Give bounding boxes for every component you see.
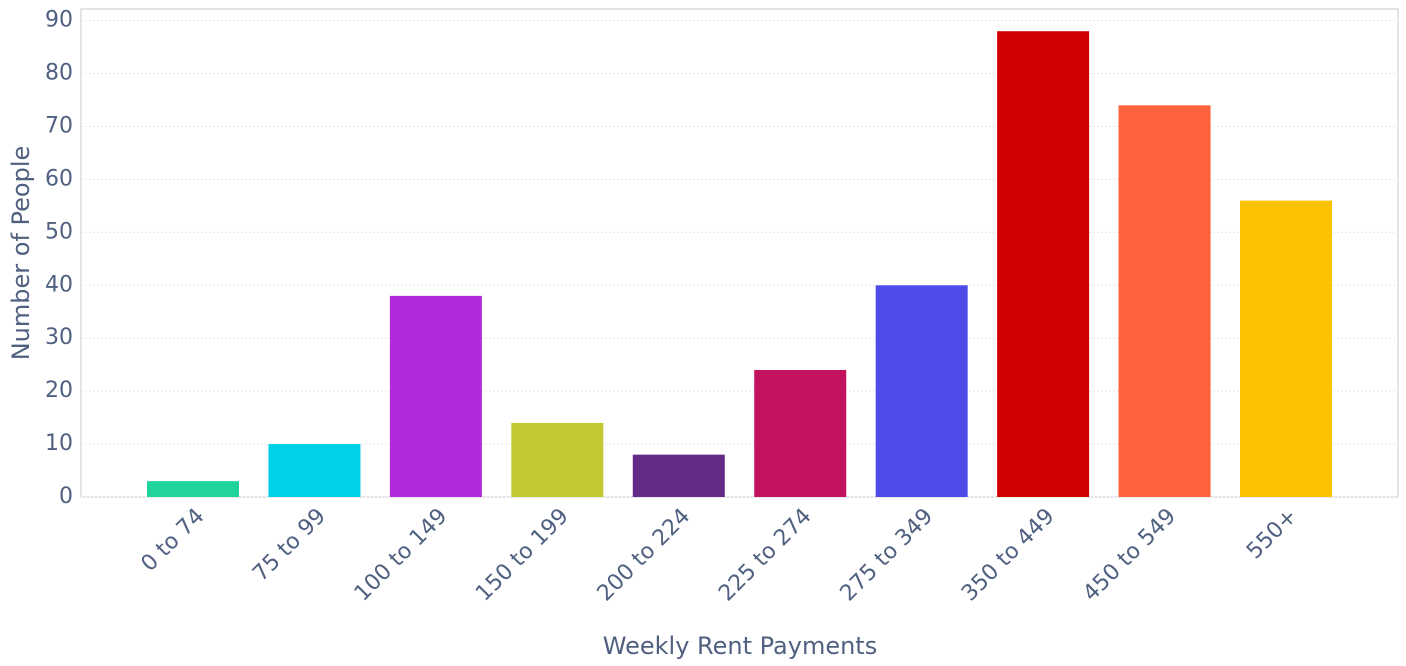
y-tick-label: 0 bbox=[59, 484, 73, 509]
x-tick-label: 275 to 349 bbox=[836, 504, 939, 607]
y-tick-label: 10 bbox=[45, 431, 73, 456]
x-tick-label: 225 to 274 bbox=[714, 504, 817, 607]
x-tick-label: 350 to 449 bbox=[957, 504, 1060, 607]
y-tick-label: 50 bbox=[45, 219, 73, 244]
bar bbox=[147, 481, 239, 497]
bar bbox=[268, 444, 361, 497]
y-tick-label: 20 bbox=[45, 378, 73, 403]
bar bbox=[1240, 200, 1332, 497]
x-tick-label: 550+ bbox=[1242, 504, 1302, 564]
x-tick-label: 150 to 199 bbox=[471, 504, 574, 607]
x-tick-label: 200 to 224 bbox=[593, 504, 696, 607]
x-axis-title: Weekly Rent Payments bbox=[603, 632, 877, 660]
y-tick-label: 60 bbox=[45, 166, 73, 191]
y-tick-label: 80 bbox=[45, 61, 73, 86]
x-tick-label: 100 to 149 bbox=[350, 504, 453, 607]
x-tick-label: 75 to 99 bbox=[248, 504, 331, 587]
bar bbox=[389, 295, 482, 497]
bar bbox=[1118, 105, 1211, 498]
y-axis-title: Number of People bbox=[7, 146, 35, 361]
y-tick-label: 30 bbox=[45, 325, 73, 350]
bar bbox=[632, 454, 725, 497]
x-tick-label: 0 to 74 bbox=[137, 504, 210, 577]
y-tick-label: 70 bbox=[45, 114, 73, 139]
bar bbox=[511, 422, 604, 497]
bar bbox=[997, 31, 1090, 498]
bar bbox=[754, 369, 847, 497]
y-tick-label: 90 bbox=[45, 8, 73, 33]
plot-frame bbox=[80, 8, 1399, 498]
y-tick-label: 40 bbox=[45, 272, 73, 297]
bar bbox=[875, 285, 968, 497]
x-tick-label: 450 to 549 bbox=[1078, 504, 1181, 607]
